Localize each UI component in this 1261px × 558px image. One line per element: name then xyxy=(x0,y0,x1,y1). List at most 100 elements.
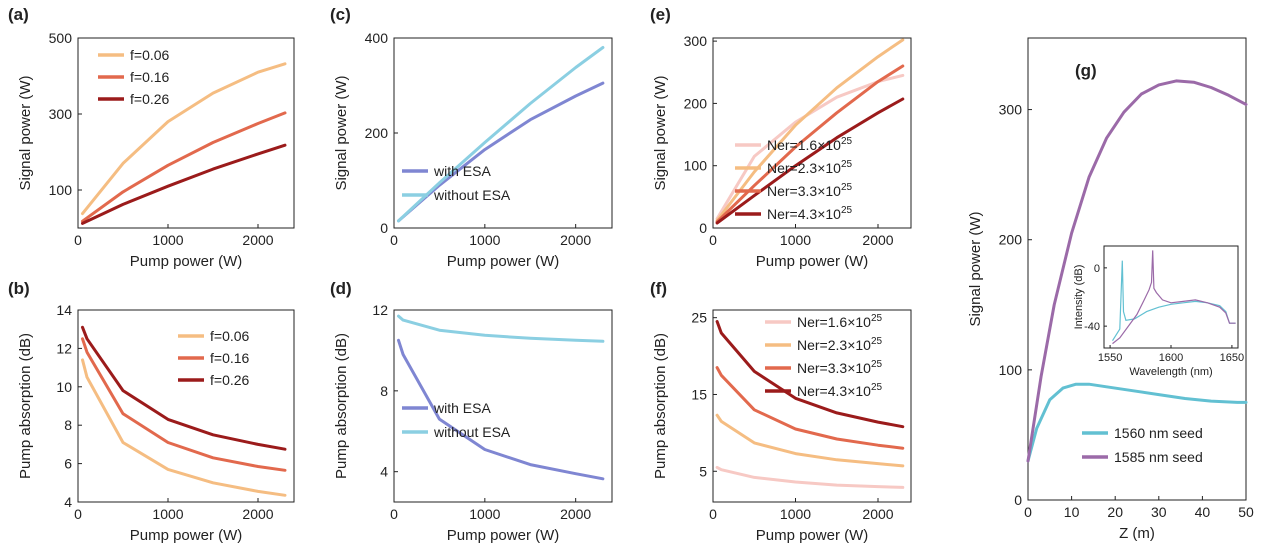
legend-entry-text: f=0.06 xyxy=(210,328,250,344)
y-tick-label: 5 xyxy=(699,463,707,479)
panel-label: (f) xyxy=(650,279,667,298)
x-tick-label: 1000 xyxy=(152,232,183,248)
legend-entry-text: with ESA xyxy=(433,400,491,416)
panel-label: (d) xyxy=(330,279,352,298)
series-line-1 xyxy=(81,62,287,216)
y-tick-label: 300 xyxy=(49,106,73,122)
y-tick-label: 500 xyxy=(49,30,73,46)
series-line-2 xyxy=(397,46,605,223)
y-axis-label: Signal power (W) xyxy=(967,211,984,326)
x-axis-label: Pump power (W) xyxy=(130,253,243,270)
series-line-4 xyxy=(715,97,905,225)
legend-entry: f=0.16 xyxy=(130,69,170,85)
y-tick-label: 100 xyxy=(684,158,708,174)
legend-entry-text: with ESA xyxy=(433,163,491,179)
legend-entry: without ESA xyxy=(433,424,511,440)
legend-entry: Ner=3.3×1025 xyxy=(767,182,853,199)
chart-panel-4: (d) 0 1000 2000 4 8 12 Pump power (W) Pump absor… xyxy=(330,279,613,544)
series-line-3 xyxy=(81,325,287,451)
y-tick-label: 0 xyxy=(1014,492,1022,508)
y-tick-label: 400 xyxy=(365,30,389,46)
x-tick-label: 2000 xyxy=(560,506,591,522)
y-tick-label: 200 xyxy=(999,232,1023,248)
legend-entry: Ner=4.3×1025 xyxy=(797,382,883,399)
y-tick-label: 14 xyxy=(56,302,72,318)
x-tick-label: 50 xyxy=(1238,504,1254,520)
y-axis-label: Pump absorption (dB) xyxy=(652,333,669,479)
chart-panel-3: (c) 0 1000 2000 0 200 400 Pump power (W) Signal … xyxy=(330,5,613,270)
plot-frame xyxy=(77,309,295,503)
legend-entry-exponent: 25 xyxy=(841,136,853,147)
legend-entry: with ESA xyxy=(433,400,491,416)
x-axis-label: Z (m) xyxy=(1119,525,1155,542)
legend-entry-text: Ner=2.3×10 xyxy=(767,160,841,176)
chart-panel-7: (g) 0 10 20 30 40 50 0 100 200 300 Z (m) Signal powe… xyxy=(967,37,1254,542)
legend: 1560 nm seed 1585 nm seed xyxy=(1082,425,1203,465)
legend-entry: Ner=1.6×1025 xyxy=(767,136,853,153)
y-tick-label: 10 xyxy=(56,379,72,395)
x-tick-label: 2000 xyxy=(862,506,893,522)
inset-y-tick-label: 0 xyxy=(1094,263,1100,275)
inset-y-tick-label: -40 xyxy=(1084,321,1100,333)
series-line-2 xyxy=(81,111,287,223)
series-line-1 xyxy=(1026,382,1248,463)
x-tick-label: 1000 xyxy=(152,506,183,522)
y-tick-label: 12 xyxy=(372,302,388,318)
x-tick-label: 0 xyxy=(1024,504,1032,520)
x-axis-label: Pump power (W) xyxy=(130,527,243,544)
legend-entry-text: Ner=2.3×10 xyxy=(797,337,871,353)
inset-x-tick-label: 1650 xyxy=(1220,352,1244,364)
y-tick-label: 300 xyxy=(999,102,1023,118)
series-line-2 xyxy=(81,337,287,472)
x-tick-label: 1000 xyxy=(780,506,811,522)
x-tick-label: 2000 xyxy=(862,232,893,248)
legend-entry-text: f=0.16 xyxy=(130,69,170,85)
series-line-4 xyxy=(715,320,905,429)
panel-label: (e) xyxy=(650,5,671,24)
legend-entry: Ner=2.3×1025 xyxy=(767,159,853,176)
y-axis-label: Pump absorption (dB) xyxy=(333,333,350,479)
legend-entry-text: Ner=3.3×10 xyxy=(797,360,871,376)
y-tick-label: 0 xyxy=(380,220,388,236)
legend-entry-text: Ner=1.6×10 xyxy=(767,137,841,153)
legend-entry-exponent: 25 xyxy=(841,205,853,216)
legend-entry-text: Ner=3.3×10 xyxy=(767,183,841,199)
x-axis-label: Pump power (W) xyxy=(447,253,560,270)
series-line-3 xyxy=(715,366,905,450)
legend-entry-text: 1560 nm seed xyxy=(1114,425,1203,441)
legend-entry-exponent: 25 xyxy=(871,336,883,347)
legend-entry: Ner=3.3×1025 xyxy=(797,359,883,376)
legend-entry-text: f=0.26 xyxy=(130,91,170,107)
x-tick-label: 30 xyxy=(1151,504,1167,520)
x-tick-label: 0 xyxy=(709,232,717,248)
series-line-2 xyxy=(715,38,905,222)
legend-entry-text: Ner=4.3×10 xyxy=(767,206,841,222)
y-tick-label: 12 xyxy=(56,340,72,356)
legend-entry: Ner=1.6×1025 xyxy=(797,313,883,330)
inset-x-axis-label: Wavelength (nm) xyxy=(1129,366,1212,378)
y-tick-label: 25 xyxy=(691,310,707,326)
legend-entry-exponent: 25 xyxy=(871,359,883,370)
panel-label: (g) xyxy=(1075,61,1097,80)
panel-label: (c) xyxy=(330,5,351,24)
chart-panel-2: (b) 0 1000 2000 4 6 8 10 12 14 Pump power (W) Pump … xyxy=(8,279,295,544)
series-line-1 xyxy=(397,338,605,481)
plot-frame xyxy=(77,37,295,229)
legend-entry: f=0.16 xyxy=(210,350,250,366)
y-tick-label: 8 xyxy=(380,383,388,399)
legend-entry: 1560 nm seed xyxy=(1114,425,1203,441)
y-tick-label: 0 xyxy=(699,220,707,236)
series-line-2 xyxy=(397,314,605,343)
y-tick-label: 200 xyxy=(365,125,389,141)
legend-entry: f=0.26 xyxy=(210,372,250,388)
y-axis-label: Signal power (W) xyxy=(17,75,34,190)
series-line-1 xyxy=(81,358,287,497)
legend: Ner=1.6×1025Ner=2.3×1025Ner=3.3×1025Ner=… xyxy=(735,136,853,222)
legend: Ner=1.6×1025Ner=2.3×1025Ner=3.3×1025Ner=… xyxy=(765,313,883,399)
legend-entry-text: Ner=4.3×10 xyxy=(797,383,871,399)
x-tick-label: 2000 xyxy=(560,232,591,248)
y-tick-label: 4 xyxy=(380,464,388,480)
inset-series-line-1 xyxy=(1111,260,1236,342)
y-tick-label: 200 xyxy=(684,95,708,111)
inset-chart: 1550 1600 1650 0 -40 Wavelength (nm) Intensity… xyxy=(1073,245,1244,378)
